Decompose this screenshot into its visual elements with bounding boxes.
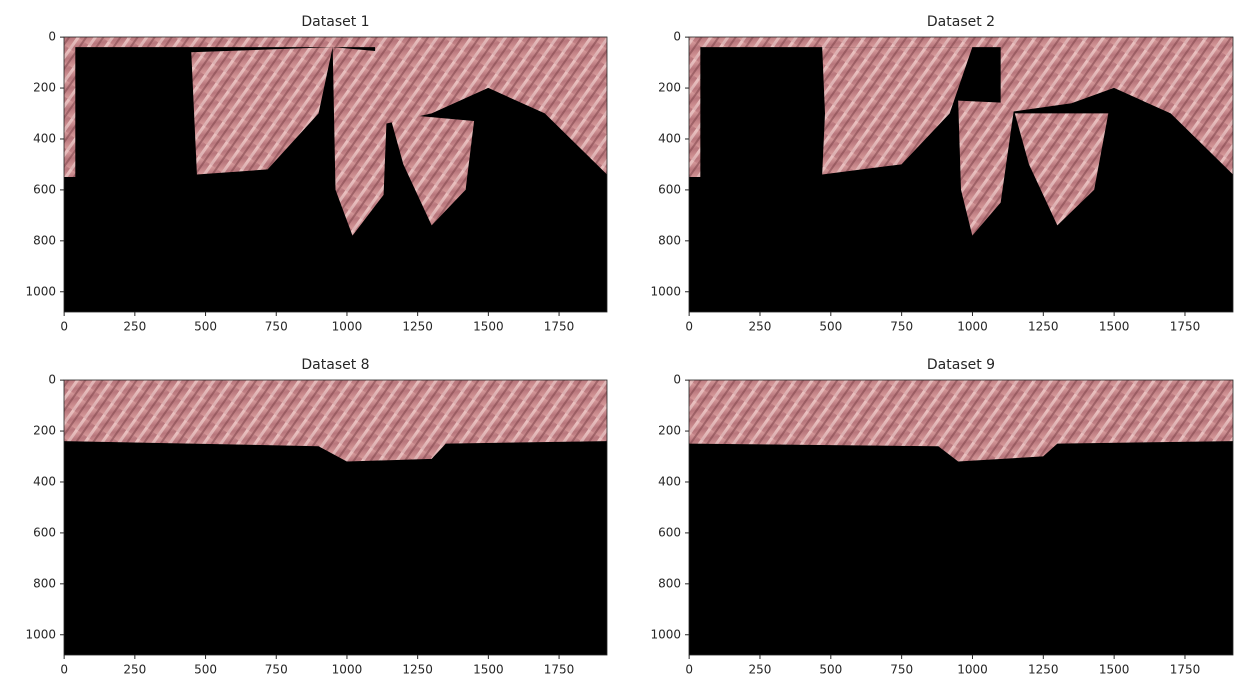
x-tick-label: 750 [265, 663, 288, 677]
subplot-title: Dataset 8 [301, 357, 369, 373]
y-tick-label: 400 [658, 131, 681, 145]
x-tick-label: 0 [685, 320, 693, 334]
x-tick-label: 1750 [544, 663, 575, 677]
image-region [1014, 113, 1109, 226]
image-region [689, 37, 701, 178]
subplot: Dataset 9 0 250 500 750 1000 1250 1500 1750 0 200 4… [650, 357, 1234, 677]
x-tick-label: 1750 [1170, 663, 1201, 677]
x-tick-label: 1250 [1028, 320, 1059, 334]
y-tick-label: 800 [33, 576, 56, 590]
image-region [1000, 37, 1233, 175]
x-tick-label: 1750 [1170, 320, 1201, 334]
image-region [822, 47, 973, 175]
axes-frame [688, 36, 1234, 313]
x-tick-label: 500 [194, 663, 217, 677]
y-tick-label: 1000 [650, 284, 681, 298]
x-tick-label: 500 [819, 320, 842, 334]
x-tick-label: 500 [819, 663, 842, 677]
x-tick-label: 1250 [1028, 663, 1059, 677]
y-tick-label: 200 [33, 424, 56, 438]
y-tick-label: 600 [33, 182, 56, 196]
x-tick-label: 0 [60, 320, 68, 334]
y-tick-label: 1000 [650, 627, 681, 641]
y-tick-label: 400 [33, 131, 56, 145]
image-region [689, 380, 1233, 462]
axes-frame [63, 379, 608, 656]
y-tick-label: 800 [658, 233, 681, 247]
x-tick-label: 1000 [957, 320, 988, 334]
x-tick-label: 750 [265, 320, 288, 334]
axes-frame [688, 379, 1234, 656]
x-tick-label: 250 [749, 320, 772, 334]
image-region [958, 100, 1015, 236]
y-tick-label: 400 [33, 474, 56, 488]
x-tick-label: 0 [60, 663, 68, 677]
image-region [389, 113, 475, 226]
x-tick-label: 250 [123, 320, 146, 334]
y-tick-label: 200 [658, 81, 681, 95]
x-tick-label: 250 [123, 663, 146, 677]
y-tick-label: 600 [658, 525, 681, 539]
image-region [64, 380, 607, 462]
image-region [332, 47, 390, 236]
subplot-title: Dataset 1 [301, 14, 369, 30]
x-tick-label: 1750 [544, 320, 575, 334]
subplot: Dataset 8 0 250 500 750 1000 1250 1500 1750 0 200 4… [25, 357, 608, 677]
y-tick-label: 400 [658, 474, 681, 488]
x-tick-label: 250 [749, 663, 772, 677]
y-tick-label: 800 [33, 233, 56, 247]
y-tick-label: 800 [658, 576, 681, 590]
y-tick-label: 0 [48, 373, 56, 387]
subplot: Dataset 1 0 250 500 750 1000 1250 1500 1750 0 200 4… [25, 14, 608, 334]
y-tick-label: 200 [33, 81, 56, 95]
x-tick-label: 1000 [332, 663, 363, 677]
y-tick-label: 200 [658, 424, 681, 438]
x-tick-label: 1250 [402, 663, 433, 677]
x-tick-label: 1500 [473, 663, 504, 677]
image-region [64, 37, 76, 178]
image-region [375, 37, 607, 175]
y-tick-label: 1000 [25, 627, 56, 641]
axes-frame [63, 36, 608, 313]
subplot: Dataset 2 0 250 500 750 1000 1250 1500 1750 0 200 4… [650, 14, 1234, 334]
y-tick-label: 0 [673, 373, 681, 387]
x-tick-label: 1000 [957, 663, 988, 677]
x-tick-label: 500 [194, 320, 217, 334]
x-tick-label: 750 [890, 320, 913, 334]
y-tick-label: 600 [658, 182, 681, 196]
y-tick-label: 0 [48, 30, 56, 44]
x-tick-label: 0 [685, 663, 693, 677]
x-tick-label: 1250 [402, 320, 433, 334]
y-tick-label: 1000 [25, 284, 56, 298]
x-tick-label: 750 [890, 663, 913, 677]
x-tick-label: 1500 [1099, 663, 1130, 677]
subplot-title: Dataset 2 [927, 14, 995, 30]
x-tick-label: 1500 [473, 320, 504, 334]
x-tick-label: 1000 [332, 320, 363, 334]
image-region [191, 47, 333, 175]
y-tick-label: 600 [33, 525, 56, 539]
x-tick-label: 1500 [1099, 320, 1130, 334]
y-tick-label: 0 [673, 30, 681, 44]
subplot-title: Dataset 9 [927, 357, 995, 373]
